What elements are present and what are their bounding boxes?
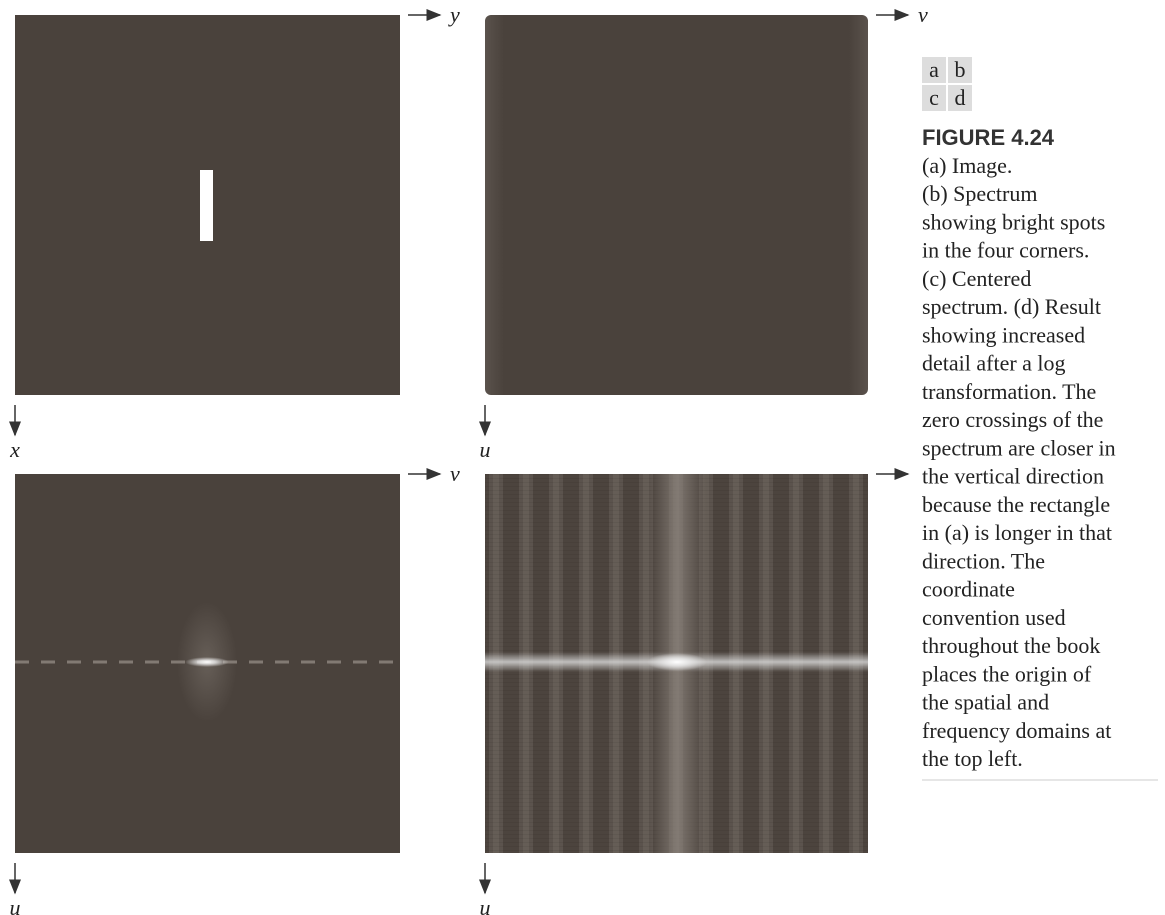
caption-line: the top left.: [922, 746, 1023, 771]
caption-line: direction. The: [922, 548, 1045, 573]
panel-label: b: [955, 57, 966, 82]
caption-line: spectrum are closer in: [922, 435, 1116, 460]
caption-line: because the rectangle: [922, 492, 1110, 517]
panel-image: [15, 15, 400, 395]
caption-line: detail after a log: [922, 351, 1066, 376]
panel-log-spectrum: [485, 474, 868, 853]
axis-label-h: v: [918, 2, 928, 27]
caption-line: zero crossings of the: [922, 407, 1103, 432]
axis-label-h: v: [450, 461, 460, 486]
caption-line: in the four corners.: [922, 238, 1089, 263]
panel-centered-spectrum: [15, 474, 400, 853]
caption-line: throughout the book: [922, 633, 1100, 658]
caption-line: spectrum. (d) Result: [922, 294, 1101, 319]
caption-line: coordinate: [922, 577, 1015, 602]
caption-line: transformation. The: [922, 379, 1096, 404]
caption-line: places the origin of: [922, 661, 1092, 686]
caption-line: frequency domains at: [922, 718, 1111, 743]
caption-line: the spatial and: [922, 690, 1049, 715]
caption-line: showing bright spots: [922, 209, 1105, 234]
axis-label-v: u: [480, 437, 491, 462]
panel-label: a: [929, 57, 939, 82]
figure-page: yxvuvuuabcdFIGURE 4.24(a) Image.(b) Spec…: [0, 0, 1165, 915]
caption-line: (c) Centered: [922, 266, 1031, 291]
axis-label-h: y: [448, 2, 460, 27]
caption-line: showing increased: [922, 322, 1085, 347]
axis-label-v: u: [480, 895, 491, 915]
caption-line: (a) Image.: [922, 153, 1012, 178]
caption-line: (b) Spectrum: [922, 181, 1037, 206]
panel-spectrum: [485, 15, 868, 395]
caption-line: in (a) is longer in that: [922, 520, 1112, 545]
panel-label: d: [955, 85, 966, 110]
caption-title: FIGURE 4.24: [922, 125, 1055, 150]
caption-line: convention used: [922, 605, 1066, 630]
panel-label: c: [929, 85, 939, 110]
axis-label-v: u: [10, 895, 21, 915]
caption-line: the vertical direction: [922, 464, 1104, 489]
axis-label-v: x: [9, 437, 20, 462]
